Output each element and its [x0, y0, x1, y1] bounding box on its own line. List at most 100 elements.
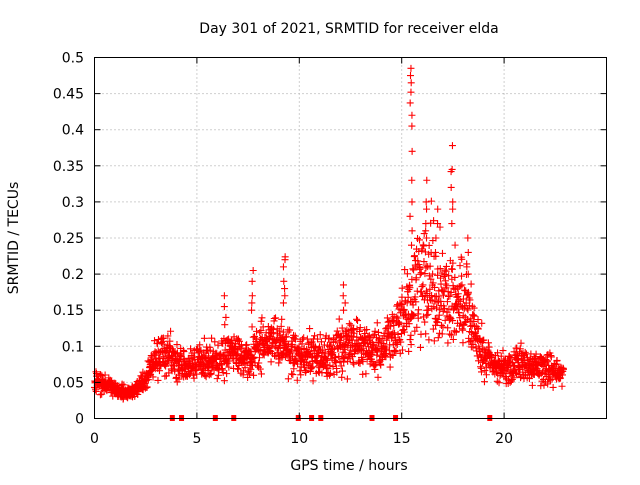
data-point [417, 269, 425, 277]
data-point [517, 373, 525, 381]
data-point [374, 373, 382, 381]
data-point [400, 328, 408, 336]
data-point [278, 315, 286, 323]
data-point [293, 376, 301, 384]
data-point [300, 334, 308, 342]
data-point [436, 265, 444, 273]
data-point [449, 198, 457, 206]
data-point [392, 347, 400, 355]
data-point [306, 325, 314, 333]
data-point [458, 255, 466, 263]
data-point [332, 337, 340, 345]
data-point [414, 314, 422, 322]
data-point [478, 319, 486, 327]
data-point [407, 341, 415, 349]
data-point [145, 371, 153, 379]
data-point [443, 308, 451, 316]
data-point [248, 277, 256, 285]
data-point [264, 323, 272, 331]
data-point [458, 281, 466, 289]
data-point [248, 299, 256, 307]
data-point [308, 338, 316, 346]
data-point [187, 345, 195, 353]
data-point [419, 313, 427, 321]
axis-ticks [94, 57, 607, 419]
data-point [434, 220, 442, 228]
data-point [477, 368, 485, 376]
data-point [409, 311, 417, 319]
data-point [441, 266, 449, 274]
data-point [315, 343, 323, 351]
data-point [448, 265, 456, 273]
data-point [459, 339, 467, 347]
data-point [408, 111, 416, 119]
data-point [91, 386, 99, 394]
data-point [510, 374, 518, 382]
data-point [333, 327, 341, 335]
data-point [398, 300, 406, 308]
data-point [279, 299, 287, 307]
data-point [371, 365, 379, 373]
data-point [208, 334, 216, 342]
data-point [297, 371, 305, 379]
data-point [311, 332, 319, 340]
y-tick-label: 0.15 [53, 303, 84, 319]
data-point [407, 72, 415, 80]
data-point [314, 335, 322, 343]
data-point [316, 331, 324, 339]
data-point [433, 304, 441, 312]
data-point [255, 354, 263, 362]
data-point [464, 234, 472, 242]
data-point [422, 198, 430, 206]
data-point [290, 331, 298, 339]
data-point [466, 296, 474, 304]
data-point [447, 183, 455, 191]
data-point [253, 327, 261, 335]
data-point [449, 205, 457, 213]
data-point [459, 295, 467, 303]
data-point [213, 375, 221, 383]
data-point [332, 359, 340, 367]
data-point [516, 345, 524, 353]
data-point [403, 270, 411, 278]
data-point [321, 348, 329, 356]
data-point [470, 312, 478, 320]
data-point [422, 330, 430, 338]
data-point [521, 348, 529, 356]
data-point [222, 313, 230, 321]
data-point [445, 305, 453, 313]
data-point [475, 334, 483, 342]
data-point [343, 375, 351, 383]
y-tick-label: 0.1 [62, 339, 84, 355]
data-point [436, 306, 444, 314]
data-point [137, 372, 145, 380]
data-point [449, 336, 457, 344]
data-point [469, 311, 477, 319]
data-point [474, 316, 482, 324]
data-point [205, 371, 213, 379]
data-point [447, 168, 455, 176]
data-point [338, 324, 346, 332]
data-point [440, 304, 448, 312]
data-point [225, 363, 233, 371]
data-point [246, 370, 254, 378]
data-point [281, 285, 289, 293]
data-point [397, 330, 405, 338]
data-point [422, 227, 430, 235]
data-point [426, 296, 434, 304]
data-point [221, 321, 229, 329]
data-point [281, 256, 289, 264]
data-point [431, 283, 439, 291]
data-point [547, 353, 555, 361]
data-point [481, 367, 489, 375]
data-point [464, 288, 472, 296]
data-point [408, 147, 416, 155]
data-point [155, 358, 163, 366]
data-point [359, 370, 367, 378]
data-point [493, 377, 501, 385]
data-point [443, 298, 451, 306]
data-point [257, 317, 265, 325]
data-point [448, 220, 456, 228]
data-point [423, 205, 431, 213]
chart-title: Day 301 of 2021, SRMTID for receiver eld… [199, 21, 498, 37]
